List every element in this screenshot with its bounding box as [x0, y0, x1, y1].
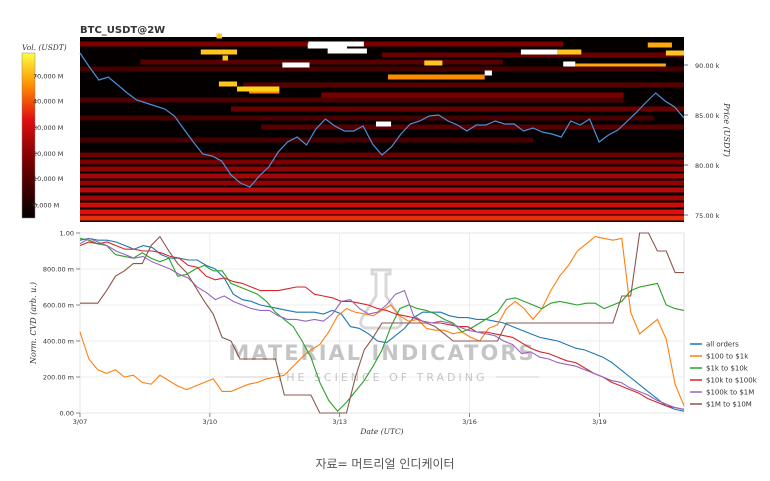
- cvd-series: [79, 232, 685, 414]
- watermark: MATERIAL INDICATORS THE SCIENCE OF TRADI…: [225, 268, 539, 384]
- heatmap-band-1: [200, 49, 238, 55]
- colorbar-label: Vol. (USDT): [22, 43, 67, 52]
- series-line-0: [79, 237, 685, 412]
- heatmap-hot-block-10: [237, 86, 280, 92]
- series-line-2: [79, 237, 685, 413]
- heatmap-band-22: [80, 202, 684, 208]
- flask-icon: [359, 268, 403, 330]
- colorbar-tick-label: 40,000 M: [33, 97, 63, 105]
- cvd-tick-label: 400.00 m: [43, 338, 74, 346]
- colorbar-tick-label: 70,000 M: [33, 73, 63, 81]
- colorbar-tick-label: 30,000 M: [33, 124, 63, 132]
- colorbar-tick-label: 20,000 M: [33, 150, 63, 158]
- heatmap-hot-block-7: [424, 60, 443, 66]
- heatmap-hot-blocks: [216, 33, 684, 127]
- cvd-y-axis: 1.00 800.00 m 600.00 m 400.00 m 200.00 m 0.00: [43, 230, 80, 418]
- heatmap-band-5: [80, 66, 684, 72]
- heatmap-band-19: [80, 180, 684, 186]
- cvd-tick-label: 600.00 m: [43, 302, 74, 310]
- heatmap-band-10: [80, 97, 624, 103]
- heatmap-band-7: [243, 82, 684, 88]
- heatmap-hot-block-9: [218, 81, 238, 87]
- legend-label-4: $100k to $1M: [706, 389, 754, 397]
- heatmap-hot-block-11: [375, 121, 392, 127]
- heatmap-band-14: [80, 137, 533, 143]
- heatmap-title: BTC_USDT@2W: [80, 25, 165, 36]
- date-axis-label: Date (UTC): [359, 427, 403, 436]
- date-tick-label: 3/07: [73, 418, 88, 426]
- heatmap-band-18: [80, 173, 684, 179]
- figure-caption: 자료= 머트리얼 인디케이터: [315, 457, 455, 471]
- heatmap-band-4: [575, 63, 666, 69]
- heatmap-band-21: [80, 195, 684, 201]
- watermark-subtitle: THE SCIENCE OF TRADING: [275, 371, 487, 384]
- heatmap-hot-block-14: [647, 42, 672, 48]
- heatmap-hot-block-6: [563, 61, 576, 67]
- heatmap-hot-block-1: [308, 41, 364, 47]
- heatmap-hot-block-2: [327, 48, 367, 54]
- cvd-tick-label: 0.00: [60, 410, 74, 418]
- price-axis: 90.00 k 85.00 k 80.00 k 75.00 k: [684, 62, 720, 220]
- line-chart-grid: [79, 232, 684, 414]
- price-axis-label: Price (USDT): [722, 102, 731, 157]
- legend-label-2: $1k to $10k: [706, 365, 749, 373]
- price-line: [79, 52, 685, 188]
- heatmap-hot-block-13: [222, 55, 228, 61]
- heatmap-band-2: [382, 52, 684, 58]
- date-tick-label: 3/13: [332, 418, 347, 426]
- heatmap-band-9: [321, 92, 624, 98]
- series-line-4: [79, 237, 685, 410]
- heatmap-band-20: [80, 187, 684, 193]
- price-tick-label: 75.00 k: [695, 212, 720, 220]
- colorbar: [21, 52, 36, 219]
- price-tick-label: 85.00 k: [695, 112, 720, 120]
- colorbar-tick-label: 10,000 M: [33, 175, 63, 183]
- legend: all orders $100 to $1k $1k to $10k $10k to …: [690, 341, 758, 409]
- date-axis: 3/07 3/10 3/13 3/16 3/19: [73, 413, 607, 426]
- cvd-tick-label: 1.00: [60, 230, 74, 238]
- price-tick-label: 90.00 k: [695, 62, 720, 70]
- cvd-y-axis-label: Norm. CVD (arb. u.): [29, 282, 38, 365]
- heatmap-hot-block-3: [520, 49, 564, 55]
- heatmap-band-3: [140, 59, 503, 65]
- heatmap-band-24: [80, 215, 684, 221]
- heatmap-band-11: [231, 106, 684, 112]
- legend-label-0: all orders: [706, 341, 739, 349]
- legend-label-5: $1M to $10M: [706, 401, 752, 409]
- heatmap-hot-block-4: [557, 49, 582, 55]
- series-line-1: [79, 236, 685, 407]
- heatmap-band-16: [80, 159, 684, 165]
- date-tick-label: 3/16: [462, 418, 477, 426]
- cvd-tick-label: 800.00 m: [43, 266, 74, 274]
- cvd-tick-label: 200.00 m: [43, 374, 74, 382]
- date-tick-label: 3/19: [592, 418, 607, 426]
- heatmap-hot-block-5: [282, 62, 310, 68]
- legend-label-3: $10k to $100k: [706, 377, 758, 385]
- date-tick-label: 3/10: [203, 418, 218, 426]
- watermark-title: MATERIAL INDICATORS: [228, 341, 535, 365]
- legend-label-1: $100 to $1k: [706, 353, 749, 361]
- heatmap-band-6: [388, 74, 485, 80]
- price-tick-label: 80.00 k: [695, 162, 720, 170]
- series-line-5: [80, 232, 684, 414]
- heatmap-hot-block-12: [216, 33, 222, 39]
- heatmap-hot-block-8: [484, 70, 492, 76]
- colorbar-tick-label: 0,000 M: [33, 201, 59, 209]
- heatmap-band-23: [80, 209, 684, 215]
- colorbar-ticks: 70,000 M 40,000 M 30,000 M 20,000 M 10,000 M…: [33, 73, 63, 210]
- heatmap-band-17: [80, 166, 684, 172]
- heatmap-band-12: [80, 115, 654, 121]
- series-line-3: [79, 241, 685, 410]
- heatmap-hot-block-15: [665, 50, 684, 56]
